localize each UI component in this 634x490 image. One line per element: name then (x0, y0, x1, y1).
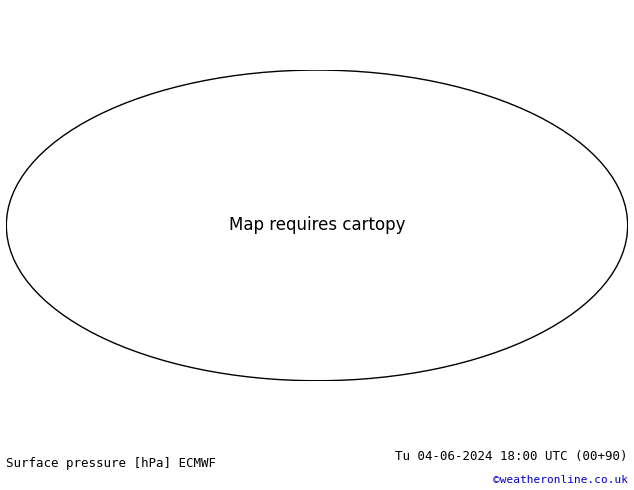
Text: Map requires cartopy: Map requires cartopy (229, 217, 405, 234)
Text: Tu 04-06-2024 18:00 UTC (00+90): Tu 04-06-2024 18:00 UTC (00+90) (395, 450, 628, 463)
Text: ©weatheronline.co.uk: ©weatheronline.co.uk (493, 475, 628, 485)
Text: Surface pressure [hPa] ECMWF: Surface pressure [hPa] ECMWF (6, 457, 216, 470)
